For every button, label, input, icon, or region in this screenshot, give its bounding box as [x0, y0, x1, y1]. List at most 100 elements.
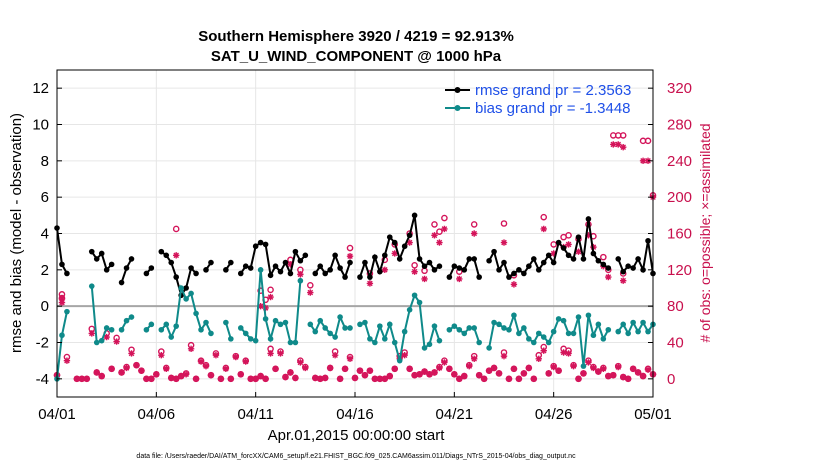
obs-assimilated-glyph [287, 261, 294, 268]
obs-possible-point [644, 137, 652, 145]
obs-assimilated-glyph [143, 375, 150, 383]
obs-assimilated-glyph [639, 372, 647, 380]
obs-assimilated-point [113, 338, 120, 345]
obs-assimilated-point [535, 355, 542, 363]
obs-assimilated-point [148, 375, 155, 383]
obs-assimilated-glyph [580, 370, 587, 377]
obs-assimilated-point [620, 373, 627, 381]
bias-point [605, 326, 612, 333]
rmse-point [228, 259, 234, 266]
obs-assimilated-glyph [341, 365, 349, 373]
obs-assimilated-glyph [277, 350, 284, 357]
x-tick-label: 04/26 [535, 406, 573, 423]
bias-point [580, 363, 587, 369]
rmse-point [421, 263, 428, 270]
obs-assimilated-point [267, 293, 274, 301]
x-axis-label: Apr.01,2015 00:00:00 start [268, 427, 446, 444]
obs-assimilated-point [421, 275, 428, 283]
bias-point [382, 336, 388, 342]
obs-assimilated-glyph [287, 369, 294, 376]
y-tick-label: -4 [36, 371, 49, 388]
rmse-point [416, 256, 423, 262]
bias-point [257, 267, 264, 273]
obs-assimilated-glyph [620, 144, 627, 151]
obs-assimilated-point [639, 372, 647, 380]
bias-point [59, 332, 65, 339]
obs-assimilated-point [98, 372, 105, 380]
obs-assimilated-point [540, 347, 547, 354]
obs-assimilated-point [376, 375, 384, 383]
bias-point [416, 299, 423, 306]
obs-assimilated-glyph [173, 375, 180, 383]
obs-possible-point [411, 261, 418, 269]
obs-assimilated-point [480, 375, 488, 383]
obs-assimilated-glyph [307, 289, 314, 296]
obs-assimilated-point [366, 280, 374, 287]
obs-assimilated-point [411, 268, 418, 275]
obs-assimilated-point [267, 350, 274, 357]
obs-assimilated-point [312, 374, 319, 382]
rmse-point [118, 279, 125, 286]
obs-assimilated-point [590, 364, 597, 372]
obs-assimilated-point [495, 370, 503, 377]
obs-assimilated-glyph [629, 365, 637, 373]
bias-point [367, 336, 373, 342]
obs-assimilated-glyph [247, 375, 254, 383]
rmse-point [486, 257, 492, 264]
rmse-point [466, 256, 473, 262]
obs-assimilated-glyph [217, 375, 225, 383]
rmse-point [545, 252, 552, 259]
rmse-point [123, 265, 130, 271]
bias-point [555, 316, 562, 322]
obs-assimilated-glyph [570, 362, 577, 370]
rmse-point [401, 243, 408, 250]
bias-point [123, 317, 130, 324]
y-tick-label: 6 [41, 189, 49, 206]
rmse-line [239, 241, 307, 279]
bias-point [103, 325, 110, 331]
obs-assimilated-glyph [267, 350, 274, 357]
obs-assimilated-point [471, 355, 478, 363]
bias-point [456, 326, 463, 333]
obs-assimilated-glyph [257, 302, 264, 310]
obs-assimilated-glyph [108, 365, 115, 373]
bias-point [625, 330, 631, 337]
rmse-point [645, 237, 651, 244]
obs-assimilated-glyph [386, 372, 393, 380]
legend-swatch-marker [454, 87, 461, 93]
obs-assimilated-point [103, 333, 110, 341]
obs-assimilated-point [202, 362, 210, 370]
obs-assimilated-point [302, 364, 309, 372]
bias-point [148, 321, 155, 328]
obs-assimilated-point [560, 349, 567, 356]
grid-lines [56, 70, 654, 397]
obs-assimilated-point [217, 375, 225, 383]
obs-possible-point [431, 221, 438, 228]
obs-assimilated-glyph [128, 350, 135, 357]
bias-line [359, 293, 441, 361]
obs-possible-point [172, 225, 180, 233]
obs-possible-point [267, 286, 274, 294]
rmse-point [605, 265, 612, 271]
obs-assimilated-point [207, 372, 215, 379]
bias-point [575, 314, 582, 320]
bias-point [307, 321, 314, 328]
obs-possible-point [306, 281, 314, 289]
obs-assimilated-point [108, 365, 115, 373]
obs-possible-point [540, 213, 548, 221]
obs-assimilated-glyph [58, 299, 66, 306]
obs-assimilated-glyph [441, 225, 448, 233]
obs-assimilated-point [391, 250, 398, 257]
rmse-point [436, 263, 443, 270]
obs-assimilated-glyph [500, 239, 508, 246]
obs-assimilated-point [272, 365, 279, 373]
rmse-point [267, 272, 274, 279]
obs-assimilated-glyph [346, 253, 354, 260]
obs-assimilated-glyph [585, 232, 592, 239]
bias-point [396, 357, 403, 364]
legend-swatch-marker [454, 105, 461, 111]
obs-assimilated-point [128, 350, 135, 357]
x-tick-label: 05/01 [634, 406, 672, 423]
obs-assimilated-glyph [500, 352, 508, 360]
x-tick-label: 04/01 [38, 406, 76, 423]
